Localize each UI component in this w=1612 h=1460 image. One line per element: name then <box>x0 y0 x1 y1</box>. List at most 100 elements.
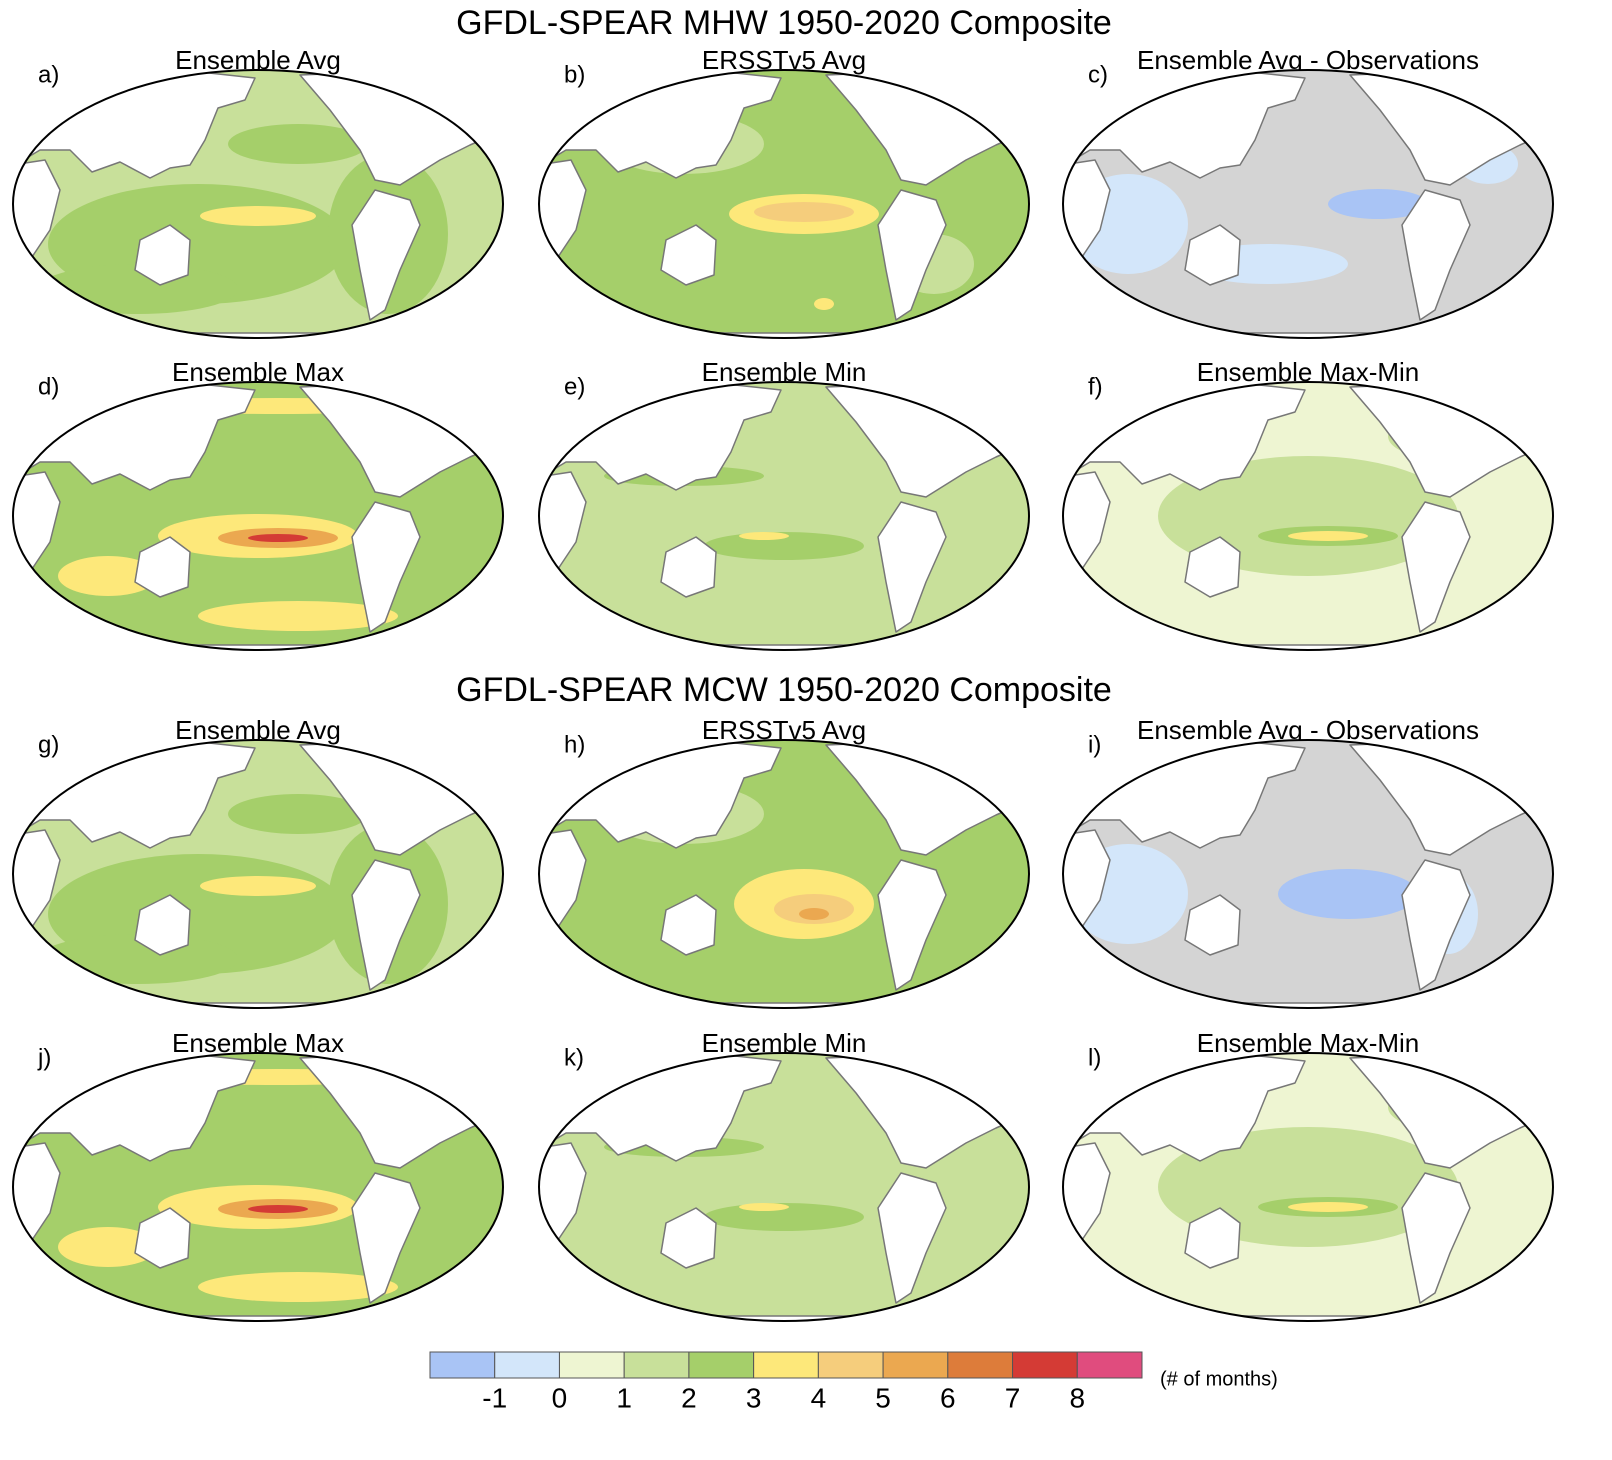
continent <box>1401 501 1471 633</box>
land <box>539 70 1029 338</box>
map <box>13 70 503 338</box>
panel-label: i) <box>1088 731 1101 758</box>
shading <box>248 1205 308 1213</box>
continent <box>1063 829 1111 931</box>
shading <box>814 298 834 310</box>
shading <box>1288 531 1368 541</box>
continent <box>351 1172 421 1304</box>
colorbar-box <box>817 1351 884 1379</box>
continent <box>660 1207 717 1269</box>
continent <box>1401 1172 1471 1304</box>
map <box>13 740 503 1008</box>
map <box>1063 70 1553 338</box>
panel-label: c) <box>1088 61 1108 88</box>
continent <box>660 224 717 286</box>
continent <box>13 471 61 573</box>
colorbar-tick-label: 3 <box>746 1382 762 1413</box>
map-border <box>538 69 1030 339</box>
continent <box>660 536 717 598</box>
colorbar-box <box>688 1351 755 1379</box>
continent <box>134 1207 191 1269</box>
map <box>539 1053 1029 1321</box>
shading <box>200 206 316 226</box>
colorbar-tick-label: 4 <box>811 1382 827 1413</box>
shading <box>1288 1202 1368 1212</box>
continent <box>1184 1207 1241 1269</box>
colorbar-box <box>753 1351 819 1379</box>
shading <box>248 534 308 542</box>
map <box>13 382 503 650</box>
map-border <box>1062 739 1554 1009</box>
colorbar-tick-label: 7 <box>1005 1382 1021 1413</box>
panel-label: l) <box>1088 1044 1101 1071</box>
colorbar-tick-label: 8 <box>1069 1382 1085 1413</box>
continent <box>1063 471 1111 573</box>
continent <box>13 829 61 931</box>
colorbar: -1 0 1 2 3 4 5 6 7 8 (# of months) <box>429 1351 1278 1413</box>
panel-label: a) <box>38 61 59 88</box>
map-border <box>12 1052 504 1322</box>
colorbar-tick-label: 5 <box>875 1382 891 1413</box>
map-border <box>12 69 504 339</box>
map <box>1063 382 1553 650</box>
colorbar-tick-label: 1 <box>616 1382 632 1413</box>
shading <box>58 556 158 596</box>
continent <box>1401 859 1471 991</box>
continent <box>1184 224 1241 286</box>
colorbar-box <box>494 1351 560 1379</box>
map-border <box>1062 69 1554 339</box>
colorbar-tick-label: -1 <box>482 1382 507 1413</box>
continent <box>351 501 421 633</box>
continent <box>539 159 587 261</box>
continent <box>1063 1142 1111 1244</box>
continent <box>877 859 947 991</box>
continent <box>877 501 947 633</box>
continent <box>13 1142 61 1244</box>
panel-label: b) <box>564 61 585 88</box>
colorbar-box <box>429 1351 496 1379</box>
continent <box>539 1142 587 1244</box>
shading <box>704 532 864 560</box>
colorbar-box <box>558 1351 625 1379</box>
shading <box>198 601 398 631</box>
map-border <box>1062 381 1554 651</box>
continent <box>660 894 717 956</box>
shading <box>58 1227 158 1267</box>
continent <box>1401 189 1471 321</box>
shading <box>754 202 854 222</box>
shading <box>704 1203 864 1231</box>
shading <box>739 532 789 540</box>
panel-label: k) <box>564 1044 584 1071</box>
panel-label: f) <box>1088 373 1103 400</box>
continent <box>351 189 421 321</box>
panel-label: g) <box>38 731 59 758</box>
shading <box>198 1272 398 1302</box>
colorbar-unit: (# of months) <box>1160 1368 1278 1390</box>
continent <box>1184 536 1241 598</box>
panel-label: j) <box>37 1044 51 1071</box>
colorbar-tick-label: 0 <box>552 1382 568 1413</box>
map <box>1063 740 1553 1008</box>
continent <box>877 189 947 321</box>
colorbar-box <box>882 1351 949 1379</box>
map-border <box>12 739 504 1009</box>
shading <box>799 908 829 920</box>
shading <box>228 794 368 834</box>
map <box>539 740 1029 1008</box>
map <box>539 70 1029 338</box>
map <box>13 1053 503 1321</box>
colorbar-tick-label: 6 <box>940 1382 956 1413</box>
continent <box>539 829 587 931</box>
